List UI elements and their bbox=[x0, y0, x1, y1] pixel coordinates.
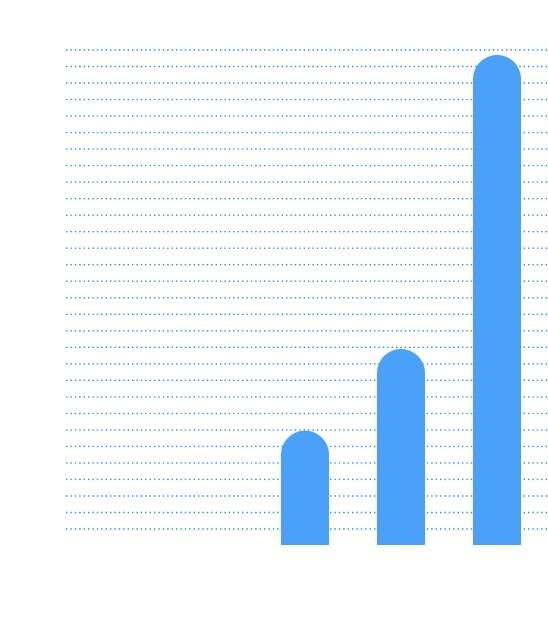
bar-2 bbox=[377, 349, 425, 545]
bar-1 bbox=[281, 430, 329, 545]
grid-lines bbox=[66, 49, 548, 530]
bar-3 bbox=[473, 55, 521, 545]
bars bbox=[281, 55, 521, 545]
